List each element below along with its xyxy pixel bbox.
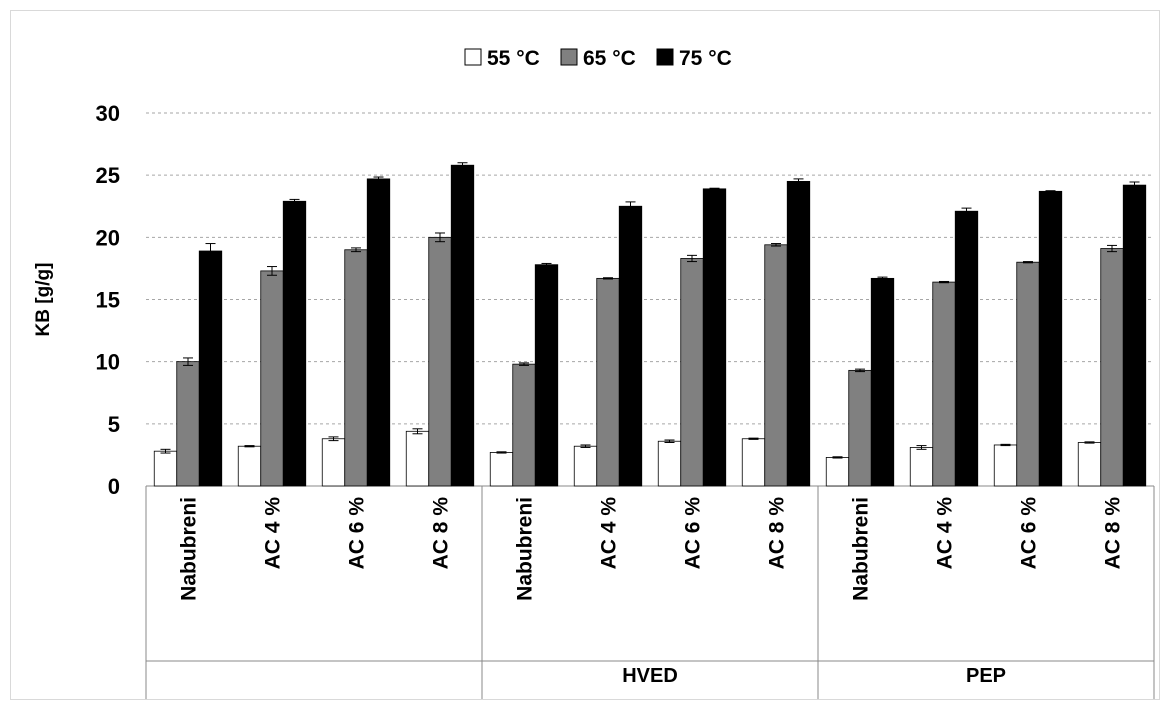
bar [1100, 248, 1124, 487]
bar [282, 200, 307, 487]
bar [825, 457, 850, 487]
bar [993, 444, 1018, 487]
y-tick-label: 15 [96, 288, 120, 313]
bar [932, 281, 956, 487]
y-tick-label: 30 [96, 101, 120, 126]
x-category-label: AC 6 % [682, 497, 705, 570]
y-tick-label: 0 [108, 474, 120, 499]
legend-label: 65 °C [583, 47, 636, 70]
bar [176, 361, 200, 487]
chart-frame: 0 5 10 15 20 25 30 KB [g/g] HVED PEP Nabubreni AC 4… [10, 10, 1160, 700]
group-label: PEP [966, 665, 1006, 687]
bar [489, 452, 514, 487]
bar [870, 277, 895, 487]
bar [1016, 261, 1040, 487]
bar [405, 430, 430, 487]
bar [764, 244, 788, 487]
x-category-label: AC 4 % [598, 497, 621, 570]
x-category-label: AC 8 % [1102, 497, 1125, 570]
x-category-label: AC 6 % [1018, 497, 1041, 570]
legend-label: 55 °C [487, 47, 540, 70]
x-category-label: Nabubreni [850, 497, 873, 601]
group-label: HVED [622, 665, 678, 687]
bar [1077, 442, 1102, 487]
bar [680, 258, 704, 487]
bar [534, 264, 559, 487]
bar [366, 178, 391, 487]
bar [702, 188, 727, 487]
x-category-label: AC 4 % [262, 497, 285, 570]
bar [1122, 184, 1147, 487]
bar [512, 363, 536, 487]
bar [153, 450, 178, 487]
x-category-label: AC 8 % [430, 497, 453, 570]
bar [909, 447, 934, 487]
x-category-label: AC 6 % [346, 497, 369, 570]
bar [237, 445, 262, 487]
legend-swatch [560, 48, 578, 66]
bar [450, 164, 475, 487]
bar [1038, 190, 1063, 487]
y-tick-label: 10 [96, 350, 120, 375]
y-tick-label: 20 [96, 225, 120, 250]
bar [428, 236, 452, 487]
bar [573, 445, 598, 487]
bar [786, 180, 811, 487]
bar [741, 438, 766, 487]
legend-swatch [464, 48, 482, 66]
legend-swatch [656, 48, 674, 66]
y-axis-label: KB [g/g] [33, 263, 54, 337]
y-tick-label: 5 [108, 412, 120, 437]
x-category-label: AC 8 % [766, 497, 789, 570]
bar [321, 438, 346, 487]
bar [954, 210, 979, 487]
bar [344, 249, 368, 487]
bar [198, 250, 223, 487]
bar [596, 277, 620, 487]
x-category-label: AC 4 % [934, 497, 957, 570]
bar-chart: 0 5 10 15 20 25 30 KB [g/g] HVED PEP Nabubreni AC 4… [33, 47, 1155, 699]
y-tick-label: 25 [96, 163, 120, 188]
bar [848, 369, 872, 487]
legend-label: 75 °C [679, 47, 732, 70]
x-category-label: Nabubreni [178, 497, 201, 601]
bar [618, 205, 643, 487]
x-category-label: Nabubreni [514, 497, 537, 601]
bar [657, 440, 682, 487]
bar [260, 270, 284, 487]
